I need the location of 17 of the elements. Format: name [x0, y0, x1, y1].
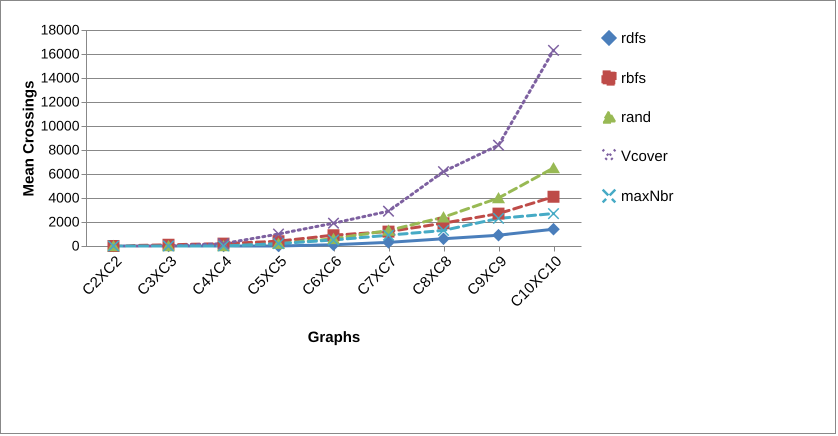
y-tick-label: 8000 — [48, 142, 80, 158]
y-axis-title: Mean Crossings — [20, 80, 38, 196]
legend-label: rbfs — [621, 70, 646, 87]
y-tick-label: 6000 — [48, 166, 80, 182]
legend-label: maxNbr — [621, 188, 674, 205]
x-axis-title: Graphs — [308, 329, 360, 346]
y-tick-label: 12000 — [40, 94, 80, 110]
y-tick-label: 10000 — [40, 118, 80, 134]
y-tick-label: 2000 — [48, 214, 80, 230]
y-tick-label: 4000 — [48, 190, 80, 206]
y-tick-label: 18000 — [40, 22, 80, 38]
legend-label: rand — [621, 109, 652, 126]
legend-label: Vcover — [621, 148, 668, 165]
y-tick-label: 0 — [72, 238, 80, 254]
y-tick-label: 16000 — [40, 46, 80, 62]
y-tick-label: 14000 — [40, 70, 80, 86]
legend-label: rdfs — [621, 30, 646, 47]
